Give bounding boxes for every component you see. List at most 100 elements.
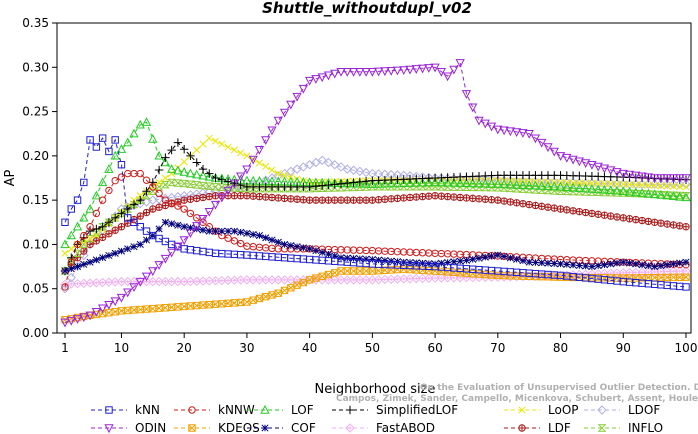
- data-point: [92, 224, 101, 234]
- data-point: [462, 194, 471, 202]
- data-point: [355, 275, 365, 285]
- x-tick-label: 50: [365, 341, 380, 355]
- data-point: [651, 181, 659, 190]
- data-point: [461, 178, 472, 188]
- data-point: [430, 183, 440, 191]
- data-point: [505, 127, 515, 137]
- data-point: [569, 261, 577, 269]
- data-point: [582, 179, 590, 187]
- data-point: [556, 187, 565, 195]
- data-point: [606, 179, 616, 189]
- chart-title: Shuttle_withoutdupl_v02: [262, 0, 472, 17]
- data-point: [149, 205, 157, 213]
- data-point: [361, 167, 371, 178]
- data-point: [493, 179, 503, 188]
- data-point: [248, 184, 258, 193]
- data-point: [98, 177, 108, 187]
- data-point: [406, 193, 414, 202]
- legend-entry-lof: LOF: [247, 403, 314, 417]
- data-point: [524, 180, 534, 190]
- data-point: [218, 140, 226, 148]
- data-point: [180, 223, 188, 231]
- data-point: [199, 193, 207, 202]
- data-point: [91, 190, 101, 200]
- data-point: [549, 147, 559, 157]
- data-point: [424, 183, 434, 191]
- data-point: [173, 138, 183, 147]
- legend-label: LDF: [548, 421, 571, 434]
- data-point: [518, 180, 528, 189]
- data-point: [204, 182, 214, 190]
- data-point: [481, 253, 489, 261]
- data-point: [217, 275, 227, 286]
- data-point: [676, 222, 684, 230]
- data-point: [204, 171, 214, 181]
- data-point: [224, 234, 232, 242]
- series-layer: [60, 59, 691, 328]
- data-point: [130, 243, 138, 251]
- data-point: [155, 178, 163, 186]
- data-point: [663, 182, 671, 190]
- data-point: [167, 164, 177, 173]
- data-point: [199, 226, 207, 234]
- data-point: [186, 209, 195, 218]
- data-point: [555, 177, 566, 188]
- data-point: [543, 177, 553, 187]
- data-point: [198, 164, 208, 174]
- data-point: [168, 220, 176, 228]
- data-point: [161, 174, 169, 182]
- data-point: [524, 130, 534, 139]
- data-point: [436, 183, 446, 191]
- data-point: [430, 273, 440, 283]
- data-point: [593, 162, 603, 172]
- data-point: [255, 232, 264, 240]
- data-point: [562, 153, 572, 163]
- data-point: [129, 283, 139, 293]
- data-point: [587, 178, 597, 189]
- data-point: [254, 145, 265, 155]
- data-point: [550, 204, 558, 212]
- data-point: [405, 178, 415, 187]
- data-point: [66, 272, 76, 283]
- data-point: [279, 108, 290, 118]
- data-point: [399, 274, 409, 284]
- data-point: [155, 225, 163, 233]
- data-point: [569, 207, 577, 215]
- data-point: [468, 183, 478, 192]
- data-point: [436, 68, 446, 77]
- data-point: [600, 211, 609, 219]
- data-point: [631, 267, 641, 278]
- data-point: [437, 192, 446, 200]
- data-point: [555, 152, 566, 161]
- data-point: [342, 183, 352, 192]
- data-point: [431, 192, 439, 200]
- data-point: [318, 196, 326, 204]
- data-point: [393, 183, 402, 191]
- data-point: [318, 272, 326, 281]
- data-point: [179, 236, 189, 246]
- data-point: [606, 185, 616, 195]
- data-point: [155, 189, 163, 198]
- data-point: [154, 150, 164, 160]
- x-tick-label: 60: [427, 341, 442, 355]
- data-point: [524, 185, 534, 194]
- y-tick-label: 0.35: [22, 16, 49, 30]
- data-point: [349, 254, 358, 262]
- data-point: [116, 293, 127, 303]
- data-point: [306, 178, 314, 186]
- data-point: [242, 165, 252, 175]
- series-line: [64, 137, 687, 254]
- data-point: [193, 194, 201, 202]
- data-point: [512, 128, 522, 138]
- data-point: [449, 65, 459, 75]
- data-point: [86, 136, 94, 144]
- data-point: [211, 227, 220, 235]
- data-point: [443, 177, 453, 187]
- data-point: [136, 192, 144, 200]
- data-point: [624, 186, 635, 196]
- data-point: [286, 275, 296, 285]
- data-point: [186, 195, 195, 203]
- data-point: [105, 147, 113, 156]
- data-point: [450, 258, 458, 266]
- data-point: [198, 181, 208, 190]
